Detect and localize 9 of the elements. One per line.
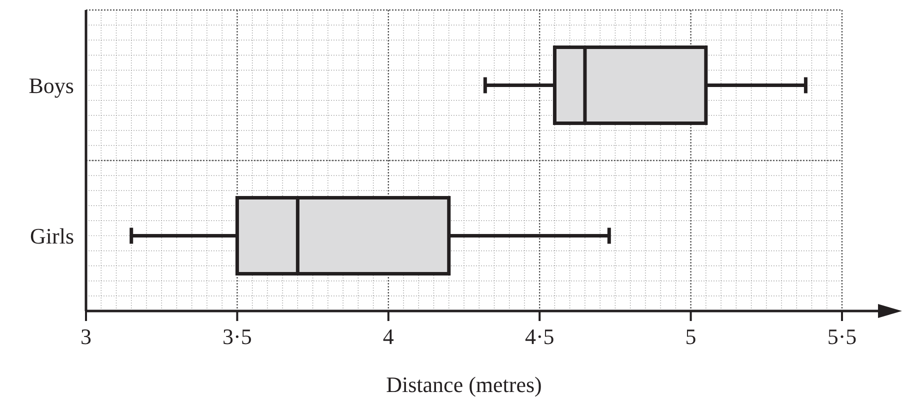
x-tick-label: 4 (382, 324, 394, 349)
y-tick-label: Boys (28, 72, 74, 98)
x-tick-label: 4·5 (524, 324, 554, 349)
x-tick-label: 5 (685, 324, 696, 349)
y-tick-label: Girls (30, 223, 74, 248)
x-tick-label: 3·5 (222, 324, 252, 349)
x-axis-title: Distance (metres) (386, 372, 542, 397)
x-tick-label: 3 (80, 324, 92, 349)
x-tick-label: 5·5 (827, 324, 857, 349)
